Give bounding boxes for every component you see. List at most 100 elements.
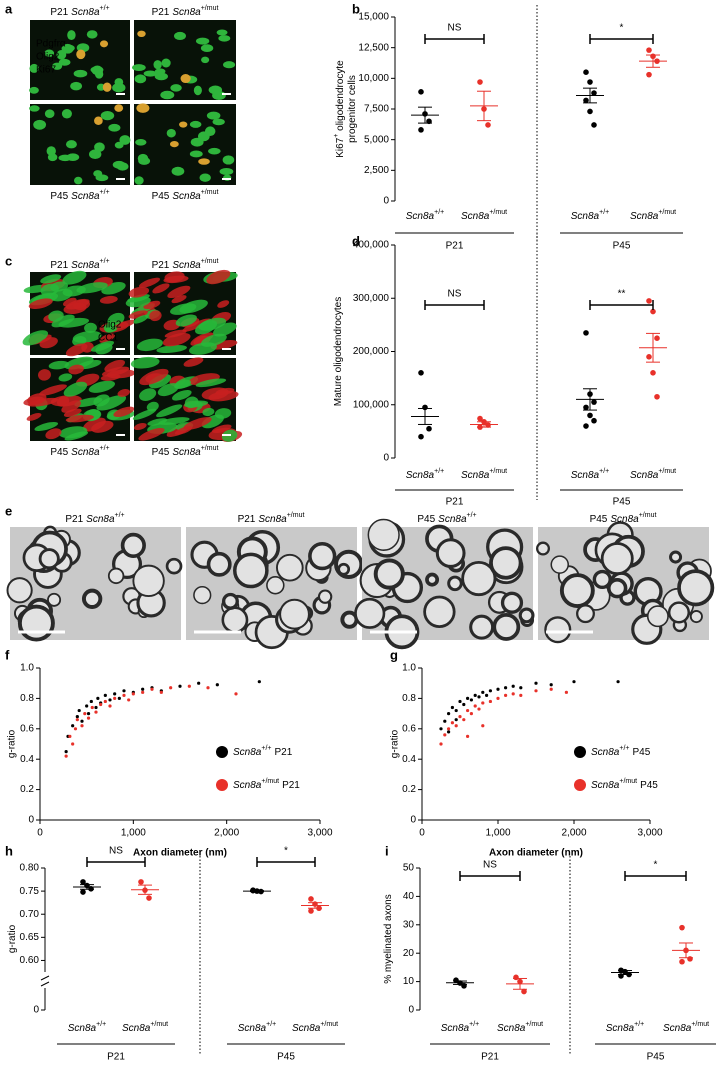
cell: [64, 431, 89, 441]
text-part: +/mut: [658, 468, 676, 475]
data-point: [477, 415, 483, 422]
cell: [76, 282, 108, 294]
cell: [93, 170, 103, 177]
group-label: P21: [446, 497, 464, 508]
cell: [183, 417, 212, 430]
text-part: Scn8a: [461, 470, 490, 481]
axon-profile: [669, 550, 683, 564]
cell: [91, 65, 104, 76]
y-tick-label: 0.8: [20, 693, 34, 704]
y-tick-label: 0.6: [20, 723, 34, 734]
text-part: P45: [640, 780, 658, 791]
text-part: +/mut: [691, 1021, 709, 1028]
data-point: [131, 692, 135, 696]
panel-letter: c: [5, 253, 12, 268]
text-part: P21: [238, 514, 256, 525]
micrograph: [29, 20, 130, 100]
x-tick-label: Scn8a+/mut: [122, 1021, 168, 1034]
text-part: +/mut: [201, 258, 219, 265]
cell: [61, 400, 82, 413]
data-point: [549, 687, 553, 691]
cell: [167, 285, 191, 299]
data-point: [83, 712, 87, 716]
y-tick-label: 12,500: [358, 42, 389, 53]
y-tick-label: 0: [33, 1005, 39, 1016]
cell: [146, 401, 159, 412]
y-tick-label: 10: [403, 976, 415, 987]
text-part: Scn8a: [71, 260, 100, 271]
group-label: P21: [481, 1052, 499, 1063]
text-part: P45: [632, 747, 650, 758]
cell: [202, 407, 215, 417]
data-point: [534, 681, 538, 685]
y-tick-label: 0: [410, 815, 416, 826]
y-axis-label: Mature oligodendrocytes: [333, 297, 344, 407]
data-point: [504, 686, 508, 690]
axon-profile: [206, 551, 232, 577]
legend-label: Scn8a+/mut P21: [233, 778, 300, 791]
cell: [112, 82, 126, 93]
cell: [166, 128, 176, 138]
cell: [152, 283, 170, 294]
text-part: +/mut: [639, 512, 657, 519]
x-tick-label: Scn8a+/+: [571, 209, 609, 222]
data-point: [587, 412, 593, 419]
cell: [67, 30, 76, 41]
cell: [204, 126, 216, 137]
data-point: [73, 727, 78, 731]
cell: [104, 325, 117, 333]
group-label: P21: [107, 1052, 125, 1063]
x-tick-label: Scn8a+/+: [238, 1021, 276, 1034]
data-point: [564, 690, 569, 694]
y-tick-label: 40: [403, 891, 415, 902]
cell: [132, 408, 157, 420]
cell: [39, 337, 58, 349]
micrograph: [536, 521, 715, 645]
data-point: [504, 693, 508, 697]
cell: [86, 30, 98, 39]
axon-profile: [592, 569, 612, 590]
y-axis-label: Ki67+ oligodendrocyte: [333, 60, 346, 158]
x-tick-label: 1,000: [121, 828, 146, 839]
text-part: +/+: [115, 512, 125, 519]
cell: [212, 118, 225, 126]
cell: [162, 332, 191, 347]
cell: [174, 379, 192, 389]
cell: [94, 142, 105, 152]
micrograph: [354, 518, 535, 650]
text-part: Scn8a: [122, 1023, 151, 1034]
data-point: [75, 718, 79, 722]
axon-profile: [500, 591, 524, 614]
data-point: [583, 404, 589, 411]
y-tick-label: 0: [408, 1005, 414, 1016]
cell: [154, 68, 166, 75]
data-point: [197, 681, 201, 685]
data-point: [450, 705, 454, 710]
text-part: Scn8a: [71, 447, 100, 458]
text-part: % myelinated axons: [383, 894, 394, 984]
x-tick-label: Scn8a+/+: [571, 468, 609, 481]
group-label: P45: [613, 497, 631, 508]
cell: [40, 274, 62, 284]
x-tick-label: 0: [37, 828, 43, 839]
data-point: [108, 698, 112, 702]
text-part: +/+: [434, 209, 444, 216]
data-point: [94, 710, 98, 714]
data-point: [80, 724, 84, 728]
y-axis-label: g-ratio: [7, 729, 18, 758]
axon-profile: [518, 607, 535, 624]
axon-profile: [337, 562, 351, 576]
axon-profile: [576, 604, 595, 624]
x-tick-label: 1,000: [485, 828, 510, 839]
cell: [100, 111, 115, 121]
cell: [63, 297, 77, 307]
data-point: [462, 702, 466, 707]
data-point: [454, 724, 458, 728]
data-point: [461, 983, 467, 989]
cell: [189, 120, 202, 128]
data-point: [64, 750, 68, 754]
cell: [188, 342, 217, 355]
cell: [143, 300, 161, 310]
micrograph: [22, 270, 136, 357]
data-point: [488, 699, 492, 704]
